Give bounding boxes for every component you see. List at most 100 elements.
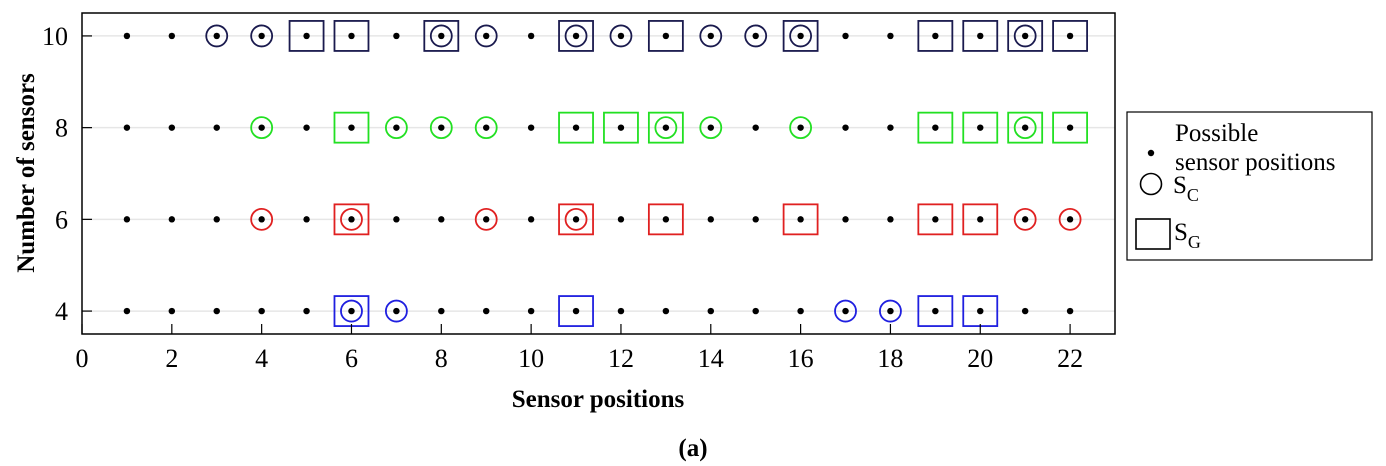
possible-position-dot (527, 216, 535, 223)
sc-circle-marker (250, 24, 274, 48)
sg-square-marker (917, 295, 954, 327)
x-tick-label-6: 6 (345, 344, 358, 373)
possible-position-dot (617, 216, 625, 223)
legend-sc-main: S (1173, 172, 1187, 199)
possible-position-dot (213, 307, 220, 315)
possible-position-dot (842, 124, 849, 131)
x-tick-label-10: 10 (518, 344, 544, 373)
possible-position-dot (572, 216, 580, 223)
possible-position-dot (438, 216, 445, 223)
sg-square-marker (1052, 111, 1088, 144)
sg-square-marker (1052, 20, 1088, 52)
possible-position-dot (887, 307, 894, 315)
sg-square-marker (1007, 20, 1044, 52)
possible-position-dot (932, 216, 939, 223)
possible-position-dot (932, 307, 939, 315)
possible-position-dot (123, 216, 131, 223)
series-10-sensors (123, 20, 1088, 52)
possible-position-dot (303, 32, 310, 40)
possible-position-dot (617, 307, 625, 315)
possible-position-dot (348, 124, 355, 131)
y-tick-label-10: 10 (42, 22, 68, 51)
sc-circle-marker (205, 24, 229, 48)
possible-position-dot (438, 124, 445, 131)
sc-circle-marker (429, 24, 453, 48)
legend-possible-line2: sensor positions (1175, 149, 1335, 176)
sg-square-marker (558, 203, 594, 236)
possible-position-dot (393, 307, 400, 315)
possible-position-dot (797, 32, 804, 40)
sc-circle-marker (879, 299, 902, 323)
possible-position-dot (1021, 32, 1029, 40)
sc-circle-marker (340, 299, 363, 323)
legend-box (1126, 111, 1373, 261)
possible-position-dot (797, 124, 804, 131)
possible-position-dot (752, 124, 759, 131)
sg-square-marker (603, 111, 639, 144)
possible-position-dot (752, 307, 759, 315)
figure-caption: (a) (678, 435, 707, 462)
sc-circle-marker (564, 24, 588, 48)
sg-square-marker (558, 295, 594, 327)
possible-position-dot (258, 124, 265, 131)
possible-position-dot (842, 32, 849, 40)
x-tick-label-2: 2 (165, 344, 178, 373)
axis-ticks: 4 6 8 10 0 2 4 6 8 10 12 14 16 18 20 22 (42, 22, 1083, 373)
possible-position-dot (438, 32, 445, 40)
x-tick-label-22: 22 (1057, 344, 1083, 373)
sg-square-marker (917, 111, 954, 144)
sc-circle-marker (834, 299, 857, 323)
sc-circle-marker (699, 116, 723, 140)
possible-position-dot (303, 216, 310, 223)
possible-position-dot (572, 124, 580, 131)
legend-sc-sub: C (1187, 185, 1199, 205)
possible-position-dot (617, 32, 625, 40)
legend-circle-marker (1139, 172, 1163, 196)
x-tick-label-12: 12 (608, 344, 634, 373)
sc-circle-marker (474, 116, 498, 140)
sc-circle-marker (789, 116, 813, 140)
possible-position-dot (932, 32, 939, 40)
x-tick-label-18: 18 (877, 344, 903, 373)
possible-position-dot (662, 216, 670, 223)
possible-position-dot (977, 307, 984, 315)
legend-sg-sub: G (1188, 232, 1201, 252)
sc-circle-marker (474, 207, 498, 231)
possible-position-dot (797, 307, 804, 315)
x-tick-label-8: 8 (435, 344, 448, 373)
possible-position-dot (213, 216, 220, 223)
possible-position-dot (707, 32, 714, 40)
sc-circle-marker (250, 116, 274, 140)
legend-sg-label: SG (1174, 219, 1201, 252)
sg-square-marker (647, 20, 684, 52)
possible-position-dot (887, 32, 894, 40)
sg-square-marker (962, 111, 999, 144)
sg-square-marker (917, 20, 954, 52)
possible-position-dot (1066, 32, 1074, 40)
possible-position-dot (348, 32, 355, 40)
x-tick-label-16: 16 (788, 344, 814, 373)
sc-circle-marker (1013, 24, 1037, 48)
possible-position-dot (887, 216, 894, 223)
possible-position-dot (213, 124, 220, 131)
possible-position-dot (617, 124, 625, 131)
legend-sc-label: SC (1173, 172, 1199, 205)
possible-position-dot (1021, 216, 1029, 223)
series-6-sensors (123, 203, 1082, 236)
sc-circle-marker (1013, 207, 1037, 231)
sg-square-marker (288, 20, 325, 52)
sg-square-marker (782, 203, 819, 236)
possible-position-dot (258, 216, 265, 223)
possible-position-dot (707, 216, 714, 223)
possible-position-dot (797, 216, 804, 223)
sg-square-marker (962, 20, 999, 52)
legend: Possible sensor positions SC SG (1126, 111, 1373, 261)
possible-position-dot (707, 307, 714, 315)
possible-position-dot (977, 124, 984, 131)
sc-circle-marker (654, 116, 678, 140)
possible-position-dot (258, 307, 265, 315)
possible-position-dot (752, 32, 759, 40)
possible-position-dot (527, 307, 535, 315)
y-tick-label-4: 4 (55, 297, 68, 326)
